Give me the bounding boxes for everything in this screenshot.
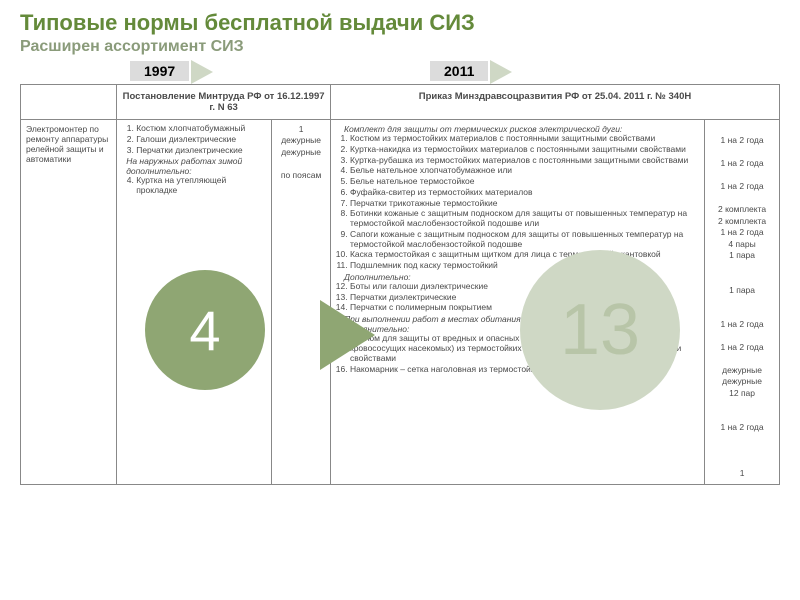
- page-subtitle: Расширен ассортимент СИЗ: [0, 38, 800, 60]
- arrow-icon: [191, 60, 213, 84]
- year-1997: 1997: [130, 61, 189, 81]
- header-2011: Приказ Минздравсоцразвития РФ от 25.04. …: [330, 85, 779, 120]
- badge-13: 13: [520, 250, 680, 410]
- year-tags: 1997 2011: [0, 60, 800, 84]
- role-cell: Электромонтер по ремонту аппаратуры реле…: [21, 120, 117, 485]
- badge-4: 4: [145, 270, 265, 390]
- arrow-icon: [490, 60, 512, 84]
- big-arrow-icon: [320, 300, 375, 370]
- page-title: Типовые нормы бесплатной выдачи СИЗ: [0, 0, 800, 38]
- header-1997: Постановление Минтруда РФ от 16.12.1997 …: [117, 85, 331, 120]
- qty-2011: 1 на 2 года 1 на 2 года 1 на 2 года 2 ко…: [705, 120, 780, 485]
- year-2011: 2011: [430, 61, 488, 81]
